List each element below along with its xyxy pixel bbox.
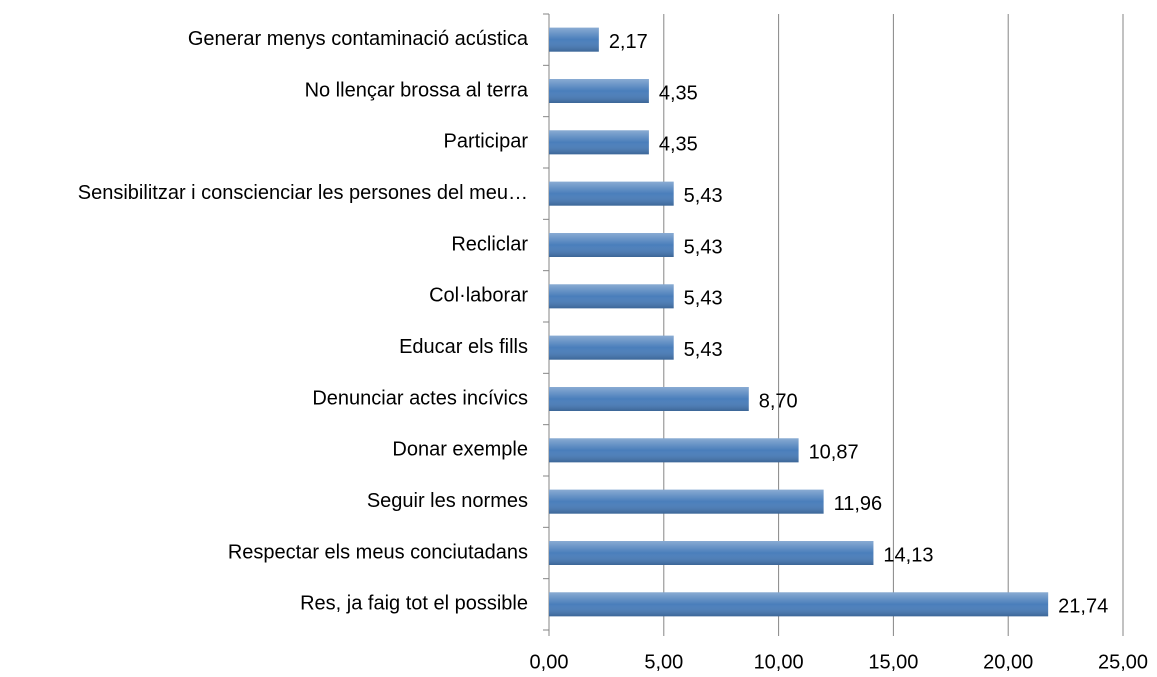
y-tick-label: Sensibilitzar i conscienciar les persone… [78,182,528,204]
value-label: 5,43 [684,185,723,207]
x-tick-label: 0,00 [530,651,569,673]
y-tick-label: Col·laborar [429,285,528,307]
bar-shine [549,387,749,411]
value-label: 21,74 [1058,596,1108,618]
bar-shine [549,233,674,257]
bar-shine [549,130,649,155]
value-label: 10,87 [809,442,859,464]
value-label: 2,17 [609,31,648,53]
bar-shine [549,541,874,565]
x-tick-label: 10,00 [754,651,804,673]
value-label: 11,96 [834,493,883,515]
bar-shine [549,489,824,514]
bar-shine [549,592,1049,617]
y-tick-label: Donar exemple [392,439,528,461]
x-tick-label: 25,00 [1098,651,1148,673]
y-tick-label: Participar [444,131,529,153]
y-tick-label: Respectar els meus conciutadans [228,541,528,563]
bar-shine [549,438,799,463]
bar-shine [549,284,674,309]
value-label: 5,43 [684,236,723,258]
x-tick-label: 15,00 [868,651,918,673]
y-tick-label: Denunciar actes incívics [312,387,528,409]
bar-shine [549,335,674,360]
value-label: 4,35 [659,134,698,156]
bar-shine [549,79,649,103]
y-tick-label: Res, ja faig tot el possible [300,593,528,615]
value-label: 5,43 [684,288,723,310]
y-tick-label: Generar menys contaminació acústica [188,28,529,50]
value-label: 14,13 [883,544,933,566]
y-tick-label: No llençar brossa al terra [305,79,529,101]
y-tick-label: Educar els fills [399,336,528,358]
y-tick-label: Recliclar [451,233,528,255]
value-label: 8,70 [759,390,798,412]
x-tick-label: 20,00 [983,651,1033,673]
value-label: 4,35 [659,82,698,104]
value-label: 5,43 [684,339,723,361]
x-tick-label: 5,00 [644,651,683,673]
y-tick-label: Seguir les normes [367,490,528,512]
bar-shine [549,181,674,206]
bar-shine [549,27,599,52]
